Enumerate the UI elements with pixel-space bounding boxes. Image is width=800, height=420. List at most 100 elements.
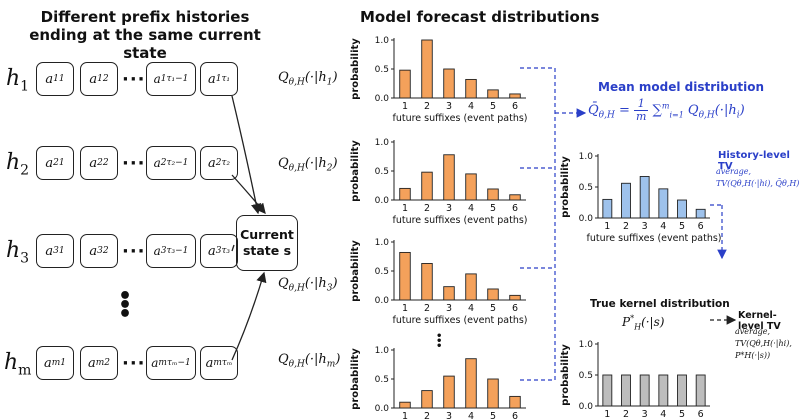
chart-0-bar-3 — [465, 78, 477, 99]
chart-1-ytick-label-2: 1.0 — [375, 138, 390, 148]
chart-5-xtick-label-2: 3 — [642, 409, 648, 420]
chart-4-bar-1 — [621, 182, 631, 219]
chart-4-xtick-label-3: 4 — [660, 221, 666, 232]
chart-3-ytick-label-1: 0.5 — [375, 375, 389, 385]
chart-0-bar-2 — [443, 68, 455, 99]
q-label-1: Qθ,H(·|h1) — [278, 70, 338, 88]
chart-4-xtick-label-0: 1 — [604, 221, 610, 232]
chart-4-bar-0 — [602, 198, 613, 219]
chart-3-xtick-label-2: 3 — [446, 411, 452, 420]
chart-4-xtick-label-5: 6 — [698, 221, 704, 232]
kernel-tv-note: average, TV(Qθ,H(·|hi), P*H(·|s)) — [735, 327, 792, 360]
chart-0-xtick-label-1: 2 — [424, 101, 430, 112]
token-2-4: a 2 τ₂ — [200, 146, 238, 180]
chart-2-xtick-label-5: 6 — [512, 303, 518, 314]
chart-4-bar-2 — [639, 176, 650, 219]
true-kernel-formula: P*H(·|s) — [622, 314, 665, 332]
chart-1-xlabel: future suffixes (event paths) — [392, 215, 527, 226]
chart-0-bar-0 — [399, 69, 411, 99]
ellipsis-3: ··· — [122, 241, 146, 262]
chart-5-xtick-label-4: 5 — [679, 409, 685, 420]
chart-3-bar-3 — [465, 358, 477, 409]
chart-3-xtick-label-4: 5 — [490, 411, 496, 420]
token-3-4: a 3 τ₃ — [200, 234, 238, 268]
chart-0-bar-4 — [487, 89, 499, 99]
chart-1-xtick-label-1: 2 — [424, 203, 430, 214]
chart-0-ytick-label-1: 0.5 — [375, 65, 389, 75]
chart-0-xtick-label-0: 1 — [402, 101, 408, 112]
q-label-2: Qθ,H(·|h2) — [278, 156, 338, 174]
chart-0-xtick-label-4: 5 — [490, 101, 496, 112]
history-label-3: h3 — [6, 238, 30, 267]
token-1-3: a 1 τ₁−1 — [146, 62, 196, 96]
chart-5-bar-1 — [621, 374, 631, 407]
chart-5-ylabel: probability — [560, 344, 571, 406]
chart-1-bar-4 — [487, 188, 499, 201]
chart-2-ytick-label-2: 1.0 — [375, 238, 390, 248]
chart-4-ytick-label-0: 0.0 — [579, 214, 594, 224]
left-header: Different prefix histories ending at the… — [29, 8, 261, 62]
chart-1-bar-3 — [465, 173, 477, 201]
chart-4-ytick-label-1: 0.5 — [579, 183, 593, 193]
chart-vertical-ellipsis: • • • — [436, 331, 443, 352]
chart-0-ytick-label-2: 1.0 — [375, 36, 390, 46]
chart-5-bar-4 — [677, 374, 687, 407]
chart-3-bar-1 — [421, 390, 433, 409]
history-tv-title: History-level TV — [718, 150, 790, 172]
chart-4-xlabel: future suffixes (event paths) — [586, 233, 721, 244]
chart-3-xtick-label-3: 4 — [468, 411, 474, 420]
chart-2-xtick-label-2: 3 — [446, 303, 452, 314]
chart-5-bar-5 — [695, 374, 706, 407]
chart-5-xtick-label-5: 6 — [698, 409, 704, 420]
chart-0-bar-5 — [509, 93, 521, 99]
chart-2-ytick-label-1: 0.5 — [375, 267, 389, 277]
chart-4-xtick-label-4: 5 — [679, 221, 685, 232]
chart-2-bar-1 — [421, 263, 433, 301]
chart-1-bar-1 — [421, 171, 433, 201]
chart-5-xtick-label-1: 2 — [623, 409, 629, 420]
chart-2-bar-4 — [487, 288, 499, 301]
history-tv-note: average, TV(Qθ,H(·|hi), Q̄θ,H) — [716, 167, 800, 188]
chart-4-ylabel: probability — [560, 156, 571, 218]
chart-2-xtick-label-3: 4 — [468, 303, 474, 314]
ellipsis-m: ··· — [122, 353, 146, 374]
ellipsis-2: ··· — [122, 153, 146, 174]
chart-1-bar-0 — [399, 187, 411, 201]
chart-3-bar-4 — [487, 378, 499, 409]
true-kernel-title: True kernel distribution — [590, 298, 730, 310]
chart-2-ylabel: probability — [350, 240, 361, 302]
chart-3-bar-2 — [443, 375, 455, 409]
chart-4-bar-5 — [695, 208, 706, 219]
chart-0-xtick-label-3: 4 — [468, 101, 474, 112]
chart-1-xtick-label-3: 4 — [468, 203, 474, 214]
chart-3-bar-0 — [399, 401, 411, 409]
chart-3-xtick-label-1: 2 — [424, 411, 430, 420]
token-1-4: a 1 τ₁ — [200, 62, 238, 96]
chart-1-xtick-label-4: 5 — [490, 203, 496, 214]
chart-5-xtick-label-0: 1 — [604, 409, 610, 420]
chart-0-xlabel: future suffixes (event paths) — [392, 113, 527, 124]
token-3-3: a 3 τ₃−1 — [146, 234, 196, 268]
chart-2-bar-3 — [465, 273, 477, 301]
chart-3-ylabel: probability — [350, 348, 361, 410]
chart-1-xtick-label-5: 6 — [512, 203, 518, 214]
chart-1-xtick-label-2: 3 — [446, 203, 452, 214]
chart-3-ytick-label-2: 1.0 — [375, 346, 390, 356]
chart-1-xtick-label-0: 1 — [402, 203, 408, 214]
chart-1-ylabel: probability — [350, 140, 361, 202]
chart-2-bar-5 — [509, 294, 521, 301]
chart-2-bar-0 — [399, 251, 411, 301]
chart-5-bar-0 — [602, 374, 613, 407]
chart-5-xtick-label-3: 4 — [660, 409, 666, 420]
current-state-box: Current state s — [236, 215, 298, 271]
chart-4-bar-3 — [658, 188, 669, 219]
